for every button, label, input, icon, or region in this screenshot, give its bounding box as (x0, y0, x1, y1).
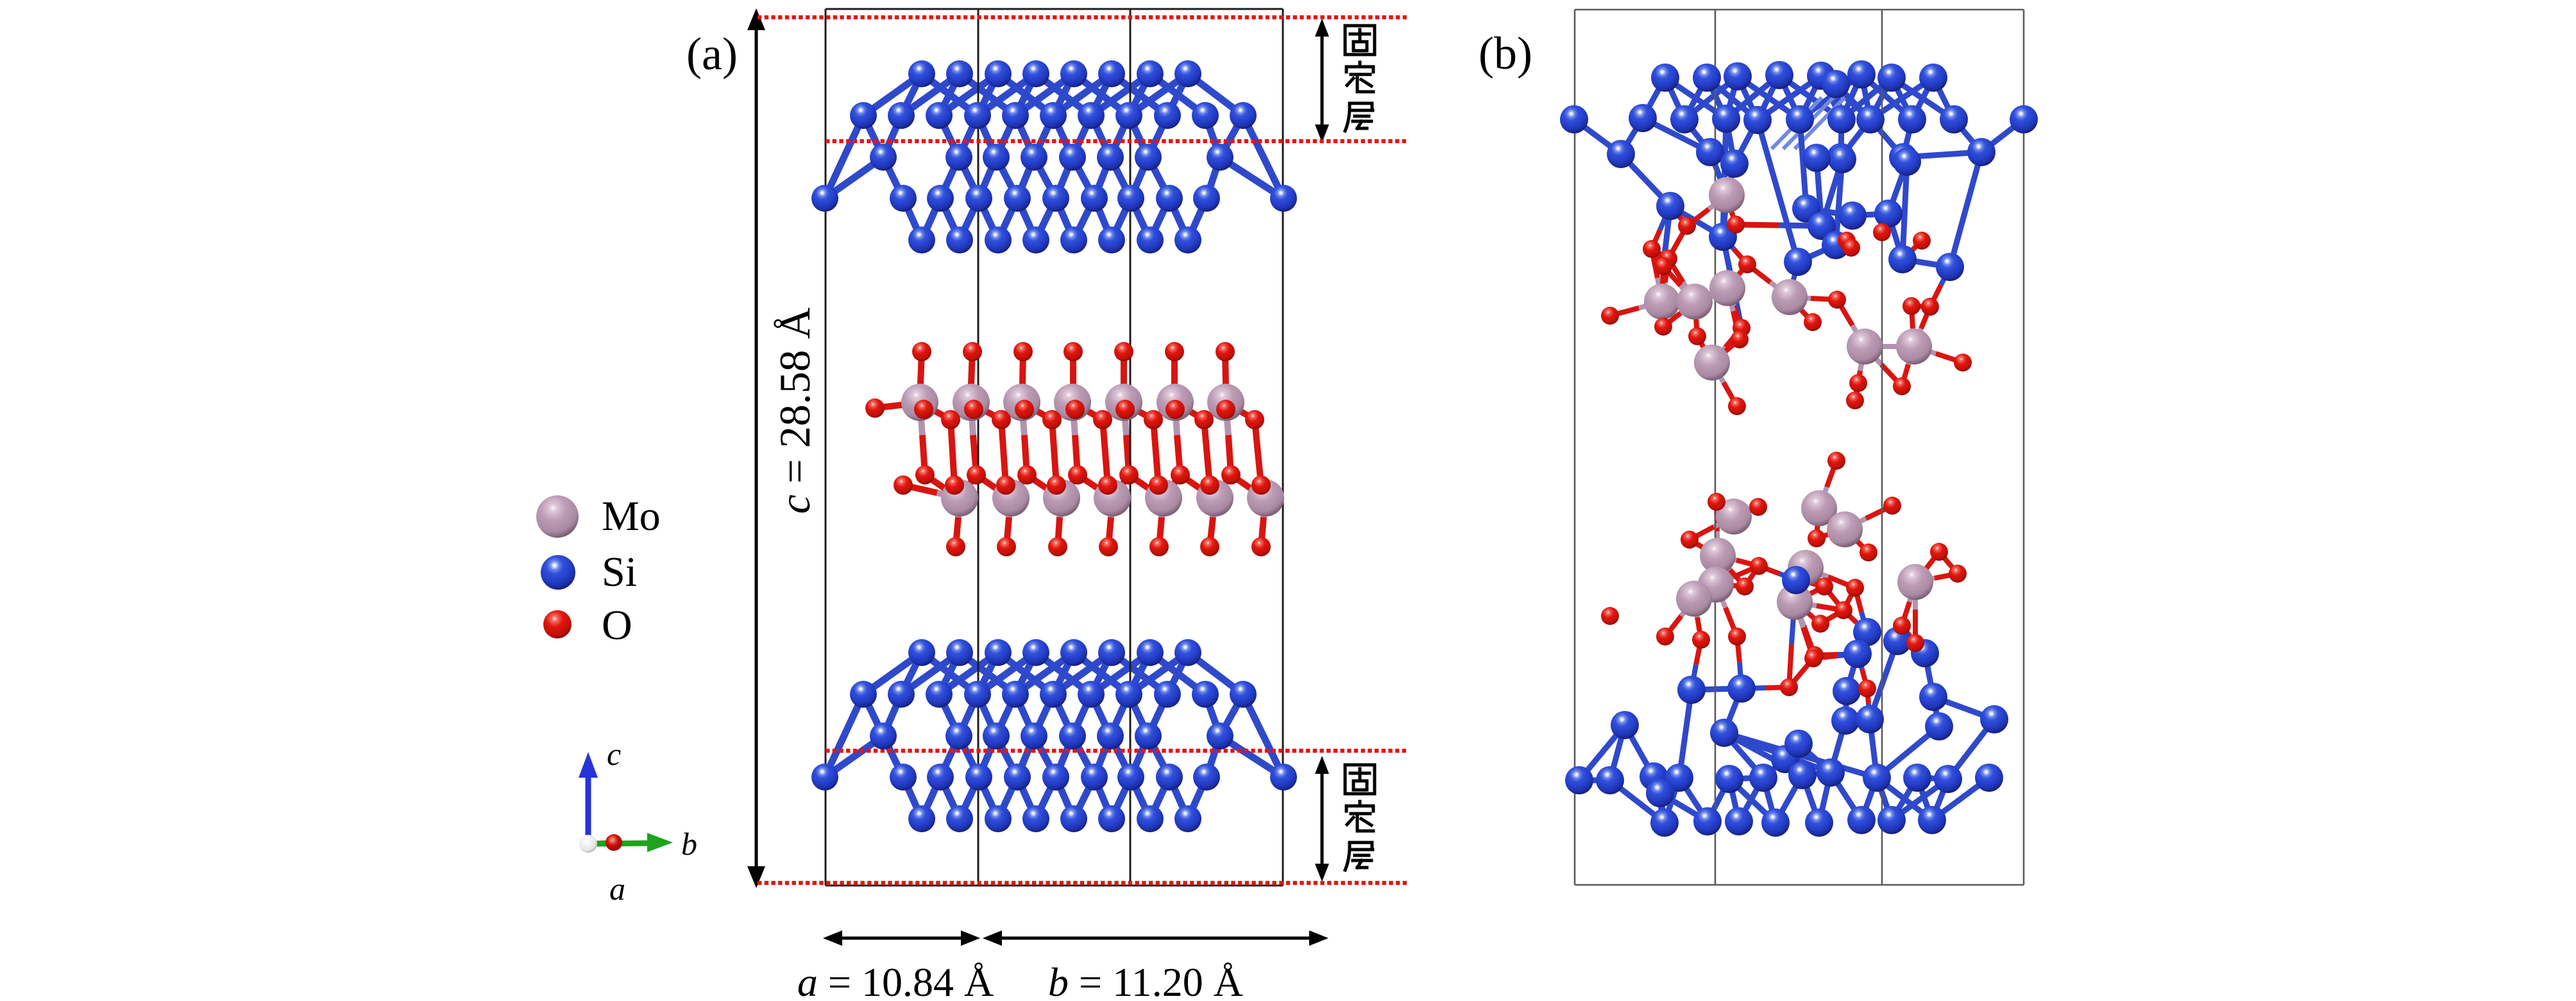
svg-text:c: c (607, 736, 621, 772)
svg-text:O: O (602, 602, 632, 649)
svg-text:b: b (681, 826, 697, 862)
svg-text:Si: Si (602, 549, 637, 595)
svg-text:c = 28.58 Å: c = 28.58 Å (770, 307, 819, 514)
svg-text:a: a (609, 871, 625, 907)
svg-text:a = 10.84 Å: a = 10.84 Å (797, 959, 994, 1001)
svg-text:(a): (a) (686, 28, 738, 80)
svg-text:b = 11.20 Å: b = 11.20 Å (1048, 959, 1243, 1001)
svg-text:Mo: Mo (602, 493, 661, 540)
svg-text:(b): (b) (1479, 28, 1532, 79)
